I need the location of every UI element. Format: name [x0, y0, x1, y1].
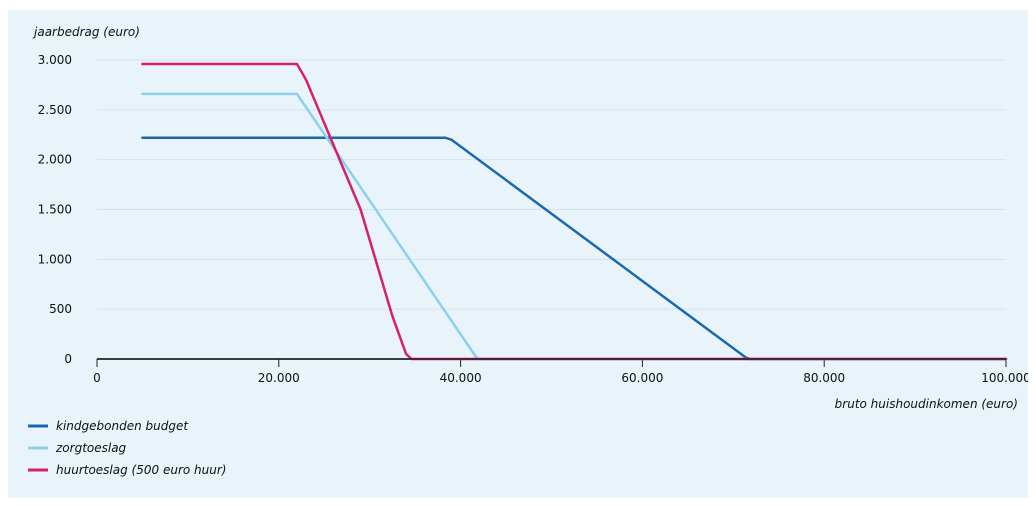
y-tick-label: 3.000 — [38, 53, 72, 67]
line-chart: 0 500 1.000 1.500 2.000 2.500 3.000 0 20.000 40.… — [28, 25, 1028, 477]
x-tick-label: 40.000 — [440, 371, 482, 385]
x-tick-label: 0 — [93, 371, 101, 385]
x-tick-label: 80.000 — [803, 371, 845, 385]
series-lines — [97, 62, 1008, 361]
y-axis-title: jaarbedrag (euro) — [32, 25, 140, 39]
legend-label: huurtoeslag (500 euro huur) — [56, 463, 226, 477]
series-line-3 — [141, 62, 1008, 361]
y-tick-label: 1.500 — [38, 203, 72, 217]
y-tick-label: 0 — [64, 352, 72, 366]
y-tick-label: 500 — [49, 302, 72, 316]
x-tick-label: 60.000 — [621, 371, 663, 385]
series-line-1 — [141, 136, 1008, 361]
chart-panel: 0 500 1.000 1.500 2.000 2.500 3.000 0 20.000 40.… — [8, 10, 1028, 498]
series-line-2 — [141, 92, 1008, 361]
x-tick-label: 100.000 — [981, 371, 1028, 385]
x-axis-ticks: 0 20.000 40.000 60.000 80.000 100.000 — [93, 359, 1028, 385]
legend-label: zorgtoeslag — [55, 441, 127, 455]
gridlines — [97, 59, 1006, 310]
x-tick-label: 20.000 — [258, 371, 300, 385]
x-axis-title: bruto huishoudinkomen (euro) — [835, 397, 1018, 411]
legend-label: kindgebonden budget — [56, 419, 189, 433]
y-tick-label: 2.500 — [38, 103, 72, 117]
y-tick-label: 2.000 — [38, 153, 72, 167]
y-tick-label: 1.000 — [38, 252, 72, 266]
legend: kindgebonden budget zorgtoeslag huurtoesla… — [28, 419, 226, 477]
y-axis-ticks: 0 500 1.000 1.500 2.000 2.500 3.000 — [38, 53, 72, 366]
